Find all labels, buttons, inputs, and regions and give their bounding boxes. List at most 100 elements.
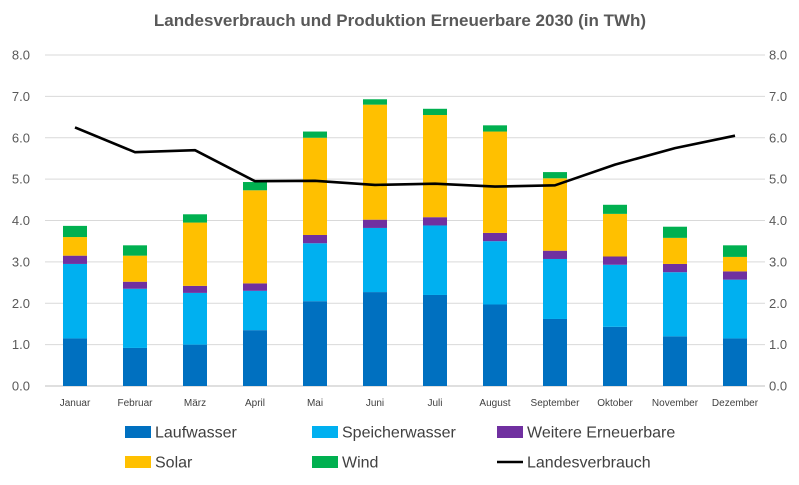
bar-segment [603, 204, 627, 214]
chart-title: Landesverbrauch und Produktion Erneuerba… [154, 11, 646, 30]
bar-segment [663, 226, 687, 238]
y2-tick-label: 4.0 [769, 213, 787, 228]
legend-label: Solar [155, 455, 193, 472]
bar-segment [483, 131, 507, 233]
bar-segment [243, 190, 267, 284]
y2-tick-label: 6.0 [769, 130, 787, 145]
bar-segment [183, 285, 207, 293]
bar-segment [303, 301, 327, 386]
bar-segment [123, 255, 147, 282]
x-tick-label: November [652, 398, 699, 409]
bar-segment [183, 222, 207, 286]
y2-tick-label: 3.0 [769, 254, 787, 269]
bar-segment [663, 272, 687, 337]
bar-segment [483, 232, 507, 242]
gridlines [45, 54, 765, 387]
bar-segment [183, 214, 207, 223]
y-axis-left: 0.0 1.0 2.0 3.0 4.0 5.0 6.0 7.0 8.0 [12, 48, 30, 394]
consumption-line [74, 126, 736, 188]
bar-segment [663, 237, 687, 264]
y-tick-label: 5.0 [12, 172, 30, 187]
bar-segment [543, 172, 567, 179]
bar-segment [423, 108, 447, 115]
x-tick-label: Dezember [712, 398, 759, 409]
bar-segment [243, 182, 267, 191]
y-tick-label: 8.0 [12, 48, 30, 63]
y2-tick-label: 2.0 [769, 296, 787, 311]
bar-segment [363, 104, 387, 220]
x-tick-label: Juni [366, 398, 384, 409]
bar-segment [123, 347, 147, 386]
y-tick-label: 7.0 [12, 89, 30, 104]
x-tick-label: April [245, 398, 265, 409]
bar-segment [723, 279, 747, 339]
x-tick-label: Juli [427, 398, 442, 409]
bar-segment [183, 292, 207, 345]
bar-segment [543, 250, 567, 259]
y2-tick-label: 1.0 [769, 337, 787, 352]
bar-segment [723, 245, 747, 257]
bar-segment [543, 258, 567, 319]
legend-label: Landesverbrauch [527, 455, 651, 472]
bar-segment [303, 234, 327, 244]
legend-swatch [312, 426, 338, 438]
bars [63, 99, 747, 386]
x-tick-label: Februar [117, 398, 153, 409]
bar-segment [363, 99, 387, 105]
bar-segment [303, 243, 327, 302]
bar-segment [243, 290, 267, 331]
x-tick-label: September [531, 398, 581, 409]
bar-segment [423, 225, 447, 295]
bar-segment [603, 213, 627, 257]
x-tick-label: Mai [307, 398, 323, 409]
bar-segment [483, 304, 507, 386]
bar-segment [123, 245, 147, 256]
bar-segment [363, 292, 387, 386]
y-tick-label: 0.0 [12, 379, 30, 394]
legend-swatch [312, 456, 338, 468]
bar-segment [303, 131, 327, 138]
bar-segment [423, 294, 447, 386]
bar-segment [183, 344, 207, 386]
legend-swatch [125, 426, 151, 438]
y2-tick-label: 0.0 [769, 379, 787, 394]
bar-segment [123, 281, 147, 289]
x-tick-label: August [479, 398, 510, 409]
bar-segment [63, 255, 87, 264]
bar-segment [363, 219, 387, 228]
x-tick-label: Januar [60, 398, 91, 409]
bar-segment [723, 256, 747, 272]
bar-segment [543, 178, 567, 251]
bar-segment [63, 338, 87, 386]
legend: Laufwasser Speicherwasser Weitere Erneuerb… [125, 425, 675, 472]
x-tick-label: Oktober [597, 398, 633, 409]
bar-segment [63, 263, 87, 339]
line-series [74, 126, 736, 188]
bar-segment [663, 336, 687, 386]
bar-segment [423, 114, 447, 218]
bar-segment [543, 318, 567, 386]
y-tick-label: 6.0 [12, 130, 30, 145]
y2-tick-label: 7.0 [769, 89, 787, 104]
y-axis-right: 0.0 1.0 2.0 3.0 4.0 5.0 6.0 7.0 8.0 [769, 48, 787, 394]
legend-label: Laufwasser [155, 425, 237, 442]
bar-segment [603, 326, 627, 386]
legend-swatch [497, 426, 523, 438]
bar-segment [723, 271, 747, 280]
y-tick-label: 2.0 [12, 296, 30, 311]
bar-segment [63, 225, 87, 238]
y-tick-label: 4.0 [12, 213, 30, 228]
bar-segment [603, 256, 627, 265]
y2-tick-label: 5.0 [769, 172, 787, 187]
bar-segment [663, 263, 687, 273]
y-tick-label: 3.0 [12, 254, 30, 269]
x-tick-label: März [184, 398, 206, 409]
bar-segment [303, 137, 327, 235]
legend-label: Speicherwasser [342, 425, 457, 442]
bar-segment [483, 241, 507, 305]
bar-segment [123, 288, 147, 348]
bar-segment [243, 330, 267, 386]
bar-segment [363, 227, 387, 293]
bar-segment [423, 217, 447, 226]
